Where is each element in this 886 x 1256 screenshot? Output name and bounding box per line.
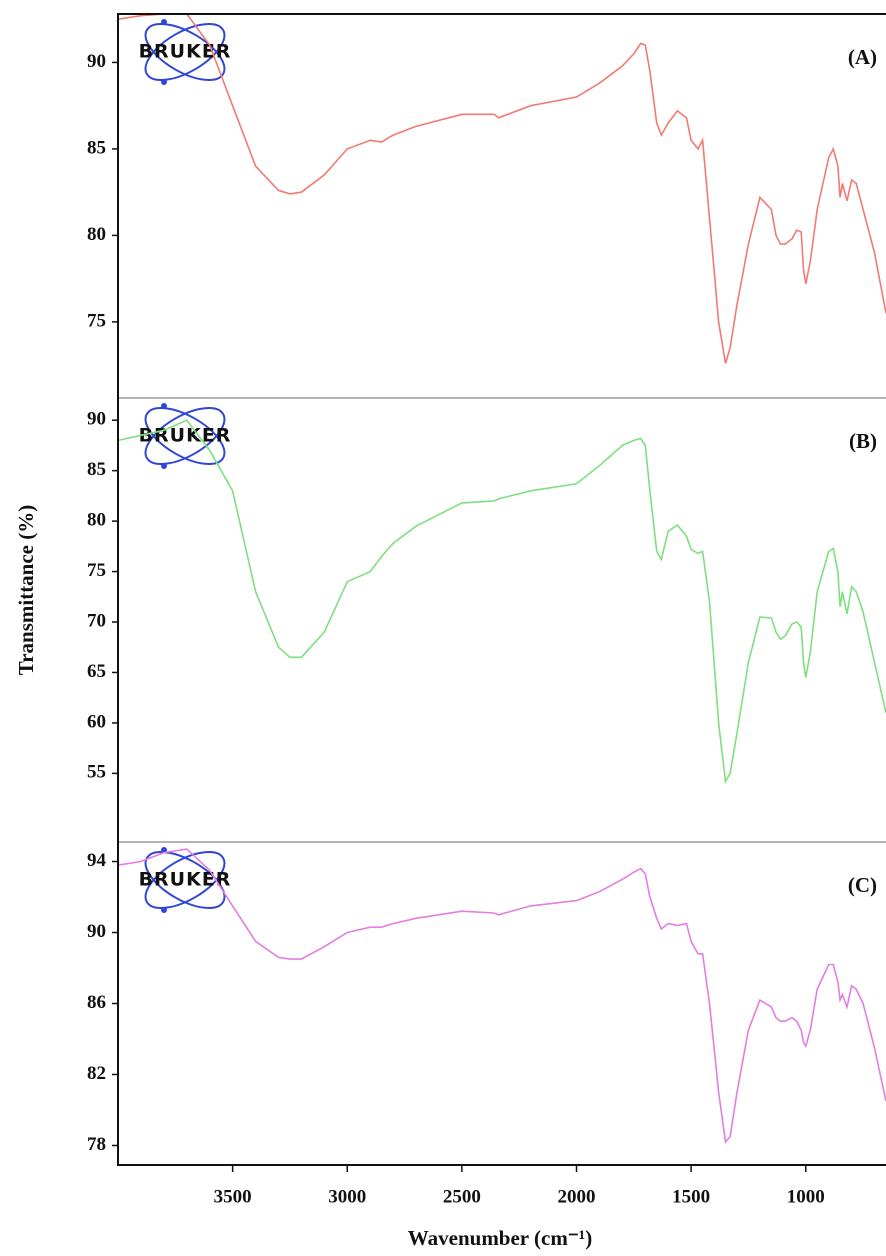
y-tick-label: 70 (87, 610, 106, 631)
x-tick-label: 1000 (787, 1186, 825, 1207)
frame (117, 13, 886, 1166)
spectrum-line (118, 848, 886, 1144)
panel-label: (C) (848, 873, 877, 897)
y-tick-label: 78 (87, 1134, 106, 1155)
spectrum-line (118, 419, 886, 785)
logo-orbit (144, 851, 226, 909)
y-tick-label: 80 (87, 224, 106, 245)
y-tick-label: 90 (87, 921, 106, 942)
x-tick-label: 2000 (558, 1186, 596, 1207)
x-tick-label: 3500 (214, 1186, 252, 1207)
logo-orbit (144, 407, 226, 465)
logo-orbit (144, 851, 226, 909)
y-tick-label: 75 (87, 310, 106, 331)
panel-label: (A) (848, 45, 877, 69)
spectrum-line (118, 14, 886, 364)
logo-orbit (144, 23, 226, 81)
y-tick-label: 80 (87, 509, 106, 530)
logo-text: BRUKER (139, 869, 232, 891)
y-tick-label: 86 (87, 992, 106, 1013)
x-tick-label: 3000 (328, 1186, 366, 1207)
x-tick-label: 1500 (672, 1186, 710, 1207)
logo-dot (161, 19, 167, 25)
logo-dot (161, 463, 167, 469)
logo-text: BRUKER (139, 41, 232, 63)
y-tick-label: 90 (87, 51, 106, 72)
logo-text: BRUKER (139, 425, 232, 447)
logo-dot (161, 907, 167, 913)
logo-dot (161, 79, 167, 85)
y-tick-label: 82 (87, 1063, 106, 1084)
y-tick-label: 60 (87, 711, 106, 732)
logo-orbit (144, 407, 226, 465)
y-tick-label: 85 (87, 459, 106, 480)
logo-dot (161, 847, 167, 853)
x-tick-label: 2500 (443, 1186, 481, 1207)
y-tick-label: 55 (87, 762, 106, 783)
y-tick-label: 90 (87, 409, 106, 430)
y-axis-label: Transmittance (%) (14, 505, 38, 676)
logo-dot (161, 403, 167, 409)
panel-label: (B) (849, 429, 877, 453)
y-tick-label: 65 (87, 661, 106, 682)
y-tick-label: 85 (87, 137, 106, 158)
y-tick-label: 75 (87, 560, 106, 581)
y-tick-label: 94 (87, 850, 107, 871)
x-axis-label: Wavenumber (cm⁻¹) (408, 1226, 592, 1250)
logo-orbit (144, 23, 226, 81)
